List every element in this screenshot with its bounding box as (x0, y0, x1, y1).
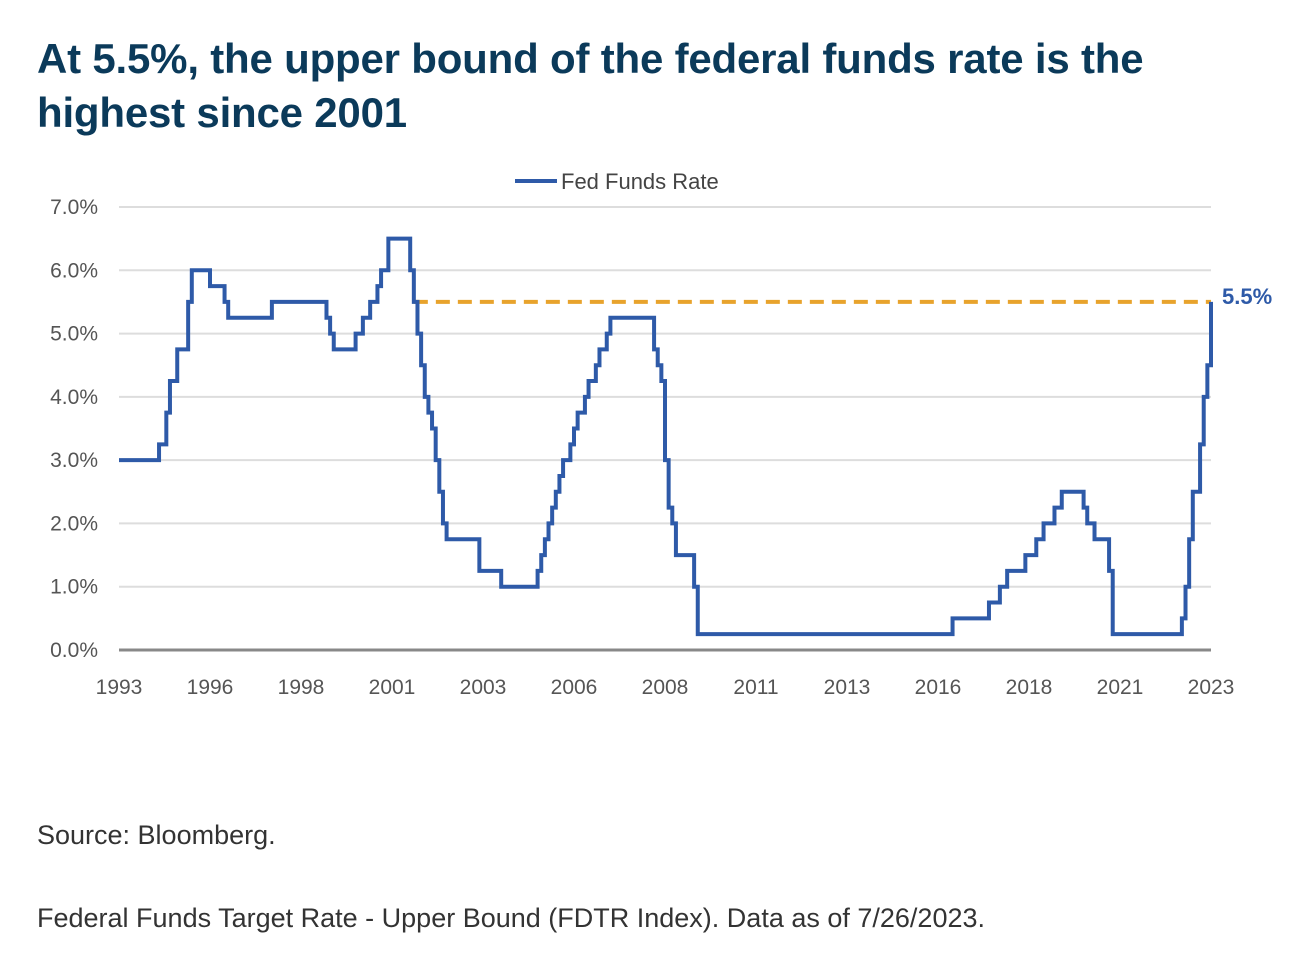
x-tick-label: 1998 (278, 676, 325, 699)
x-axis-labels: 1993 1996 1998 2001 2003 2006 2008 2011 2013 2016… (96, 676, 1235, 699)
legend-label-fed-funds-rate: Fed Funds Rate (561, 169, 719, 194)
y-tick-label: 0.0% (50, 639, 98, 662)
legend: Fed Funds Rate (515, 169, 719, 194)
y-tick-label: 3.0% (50, 449, 98, 472)
y-tick-label: 5.0% (50, 323, 98, 346)
series-line-fed-funds-rate (119, 236, 1213, 637)
source-note: Source: Bloomberg. (37, 820, 276, 850)
y-tick-label: 6.0% (50, 259, 98, 282)
y-axis-labels: 0.0% 1.0% 2.0% 3.0% 4.0% 5.0% 6.0% 7.0% (50, 196, 98, 662)
x-tick-label: 2001 (369, 676, 416, 699)
x-tick-label: 2008 (642, 676, 689, 699)
x-tick-label: 2016 (915, 676, 962, 699)
chart-title: At 5.5%, the upper bound of the federal … (37, 35, 1144, 136)
x-tick-label: 2023 (1188, 676, 1235, 699)
y-tick-label: 4.0% (50, 386, 98, 409)
fed-funds-chart: 0.0%1.0%2.0%3.0%4.0%5.0%6.0%7.0% 1993 199… (50, 169, 1272, 699)
y-tick-label: 7.0% (50, 196, 98, 219)
x-tick-label: 2003 (460, 676, 507, 699)
x-tick-label: 2011 (733, 676, 778, 699)
x-tick-label: 2018 (1006, 676, 1053, 699)
chart-area: 0.0% 1.0% 2.0% 3.0% 4.0% 5.0% 6.0% 7.0% 1993 199… (0, 160, 1292, 720)
footnote: Federal Funds Target Rate - Upper Bound … (37, 903, 985, 933)
x-tick-label: 2006 (551, 676, 598, 699)
x-tick-label: 2021 (1097, 676, 1144, 699)
x-tick-label: 1993 (96, 676, 143, 699)
annotation-5-5-percent: 5.5% (1222, 284, 1272, 309)
y-tick-label: 2.0% (50, 512, 98, 535)
x-tick-label: 2013 (824, 676, 871, 699)
y-tick-label: 1.0% (50, 576, 98, 599)
x-tick-label: 1996 (187, 676, 234, 699)
